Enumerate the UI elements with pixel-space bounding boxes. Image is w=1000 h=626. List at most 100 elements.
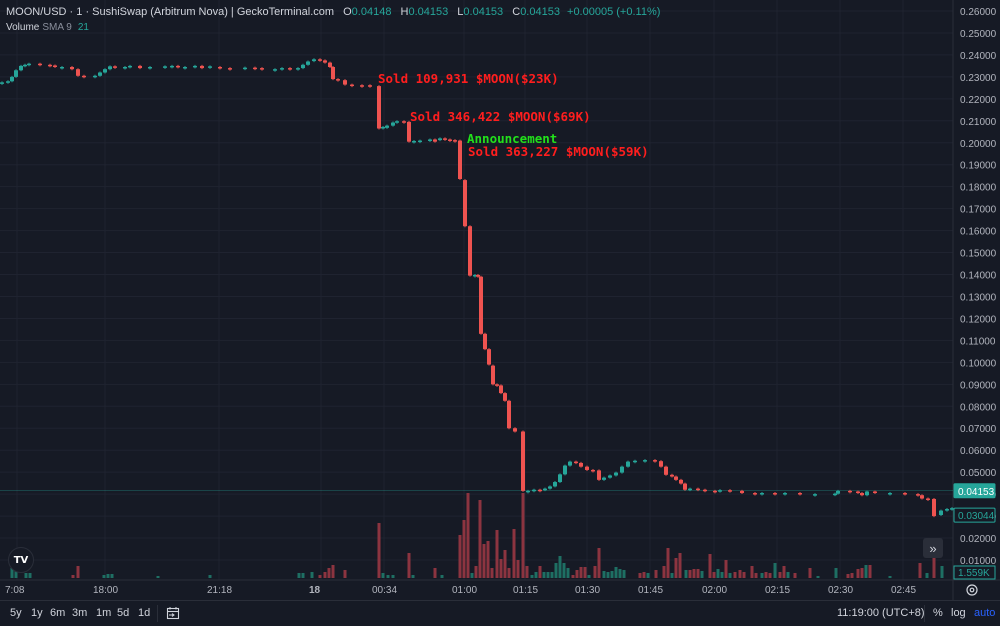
volume-bar bbox=[688, 570, 692, 578]
volume-bar bbox=[208, 575, 212, 578]
candle bbox=[491, 365, 495, 385]
ohlc-high-value: 0.04153 bbox=[408, 6, 449, 18]
candle bbox=[479, 276, 483, 334]
log-toggle[interactable]: log bbox=[951, 607, 966, 619]
candle bbox=[773, 493, 777, 495]
time-axis-label: 7:08 bbox=[5, 585, 25, 596]
volume-bar bbox=[503, 550, 507, 578]
candle bbox=[10, 76, 14, 82]
sell-annotation: Sold 109,931 $MOON($23K) bbox=[378, 71, 559, 86]
time-axis-label: 18 bbox=[309, 585, 321, 596]
volume-bar bbox=[391, 575, 395, 578]
volume-value: 21 bbox=[77, 22, 89, 33]
time-axis-label: 02:30 bbox=[828, 585, 853, 596]
volume-bar bbox=[932, 553, 936, 578]
candle bbox=[670, 474, 674, 477]
volume-bar bbox=[716, 569, 720, 578]
settings-gear-icon[interactable] bbox=[966, 584, 978, 596]
scroll-to-realtime-button[interactable]: » bbox=[923, 538, 943, 558]
candle bbox=[526, 490, 530, 493]
volume-bar bbox=[507, 568, 511, 578]
candle bbox=[148, 66, 152, 69]
candle bbox=[920, 495, 924, 499]
candle bbox=[296, 68, 300, 70]
volume-bar bbox=[110, 574, 114, 578]
volume-bar bbox=[571, 575, 575, 578]
svg-text:1.559K: 1.559K bbox=[958, 568, 990, 579]
price-axis-label: 0.14000 bbox=[960, 271, 997, 282]
ohlc-open-label: O bbox=[343, 6, 352, 18]
range-5d-button[interactable]: 5d bbox=[117, 607, 130, 619]
volume-bar bbox=[583, 567, 587, 578]
candle bbox=[574, 461, 578, 464]
volume-bar bbox=[888, 576, 892, 578]
price-axis-label: 0.17000 bbox=[960, 205, 997, 216]
volume-bar bbox=[720, 572, 724, 578]
range-3m-button[interactable]: 3m bbox=[72, 607, 88, 619]
candle bbox=[950, 508, 954, 510]
volume-tag bbox=[953, 565, 996, 580]
goto-date-calendar-icon[interactable] bbox=[166, 606, 180, 620]
candle bbox=[193, 65, 197, 68]
volume-bar bbox=[754, 573, 758, 578]
volume-bar bbox=[558, 556, 562, 578]
volume-bar bbox=[670, 573, 674, 578]
price-chart[interactable]: 0.26000 0.25000 0.24000 0.23000 0.22000 0.210… bbox=[0, 0, 1000, 600]
volume-label: Volume bbox=[6, 22, 40, 33]
price-axis-label: 0.11000 bbox=[960, 336, 996, 347]
tradingview-logo-icon[interactable]: TV bbox=[8, 547, 34, 573]
candle bbox=[696, 488, 700, 491]
svg-text:0.03044: 0.03044 bbox=[958, 511, 995, 522]
range-6m-button[interactable]: 6m bbox=[50, 607, 66, 619]
volume-bar bbox=[768, 573, 772, 578]
time-axis-label: 01:45 bbox=[638, 585, 663, 596]
candle bbox=[6, 81, 10, 83]
candle bbox=[568, 461, 572, 466]
range-5y-button[interactable]: 5y bbox=[10, 607, 22, 619]
candle bbox=[626, 461, 630, 467]
candle bbox=[170, 65, 174, 68]
candle bbox=[602, 477, 606, 480]
volume-bar bbox=[606, 572, 610, 578]
candle bbox=[659, 461, 663, 467]
percent-toggle[interactable]: % bbox=[933, 607, 943, 619]
volume-bar bbox=[864, 565, 868, 578]
volume-bar bbox=[521, 493, 525, 578]
candle bbox=[476, 274, 480, 277]
candle bbox=[558, 474, 562, 483]
candle bbox=[608, 475, 612, 478]
candle bbox=[273, 69, 277, 71]
candle bbox=[243, 67, 247, 70]
candle bbox=[438, 138, 442, 141]
candle bbox=[597, 470, 601, 480]
price-axis-label: 0.21000 bbox=[960, 117, 997, 128]
candle bbox=[483, 333, 487, 350]
candle bbox=[228, 68, 232, 70]
candle bbox=[301, 64, 305, 69]
volume-bar bbox=[327, 568, 331, 578]
volume-bar bbox=[674, 558, 678, 578]
volume-bar bbox=[546, 572, 550, 578]
volume-bar bbox=[440, 575, 444, 578]
candle bbox=[683, 483, 687, 490]
volume-bar bbox=[386, 575, 390, 578]
volume-bar bbox=[793, 573, 797, 578]
volume-bar bbox=[786, 572, 790, 578]
volume-bar bbox=[525, 566, 529, 578]
price-axis-label: 0.05000 bbox=[960, 468, 997, 479]
candle bbox=[163, 66, 167, 68]
candle bbox=[458, 140, 462, 179]
auto-scale-toggle[interactable]: auto bbox=[974, 607, 996, 619]
range-1d-button[interactable]: 1d bbox=[138, 607, 151, 619]
volume-bar bbox=[301, 573, 305, 578]
candle bbox=[513, 428, 517, 432]
timezone-clock[interactable]: 11:19:00 (UTC+8) bbox=[837, 607, 925, 619]
candle bbox=[563, 465, 567, 475]
range-1m-button[interactable]: 1m bbox=[96, 607, 112, 619]
range-1y-button[interactable]: 1y bbox=[31, 607, 43, 619]
volume-bar bbox=[331, 565, 335, 578]
volume-bar bbox=[602, 571, 606, 578]
volume-bar bbox=[433, 568, 437, 578]
candle bbox=[674, 476, 678, 480]
candle bbox=[27, 63, 31, 66]
